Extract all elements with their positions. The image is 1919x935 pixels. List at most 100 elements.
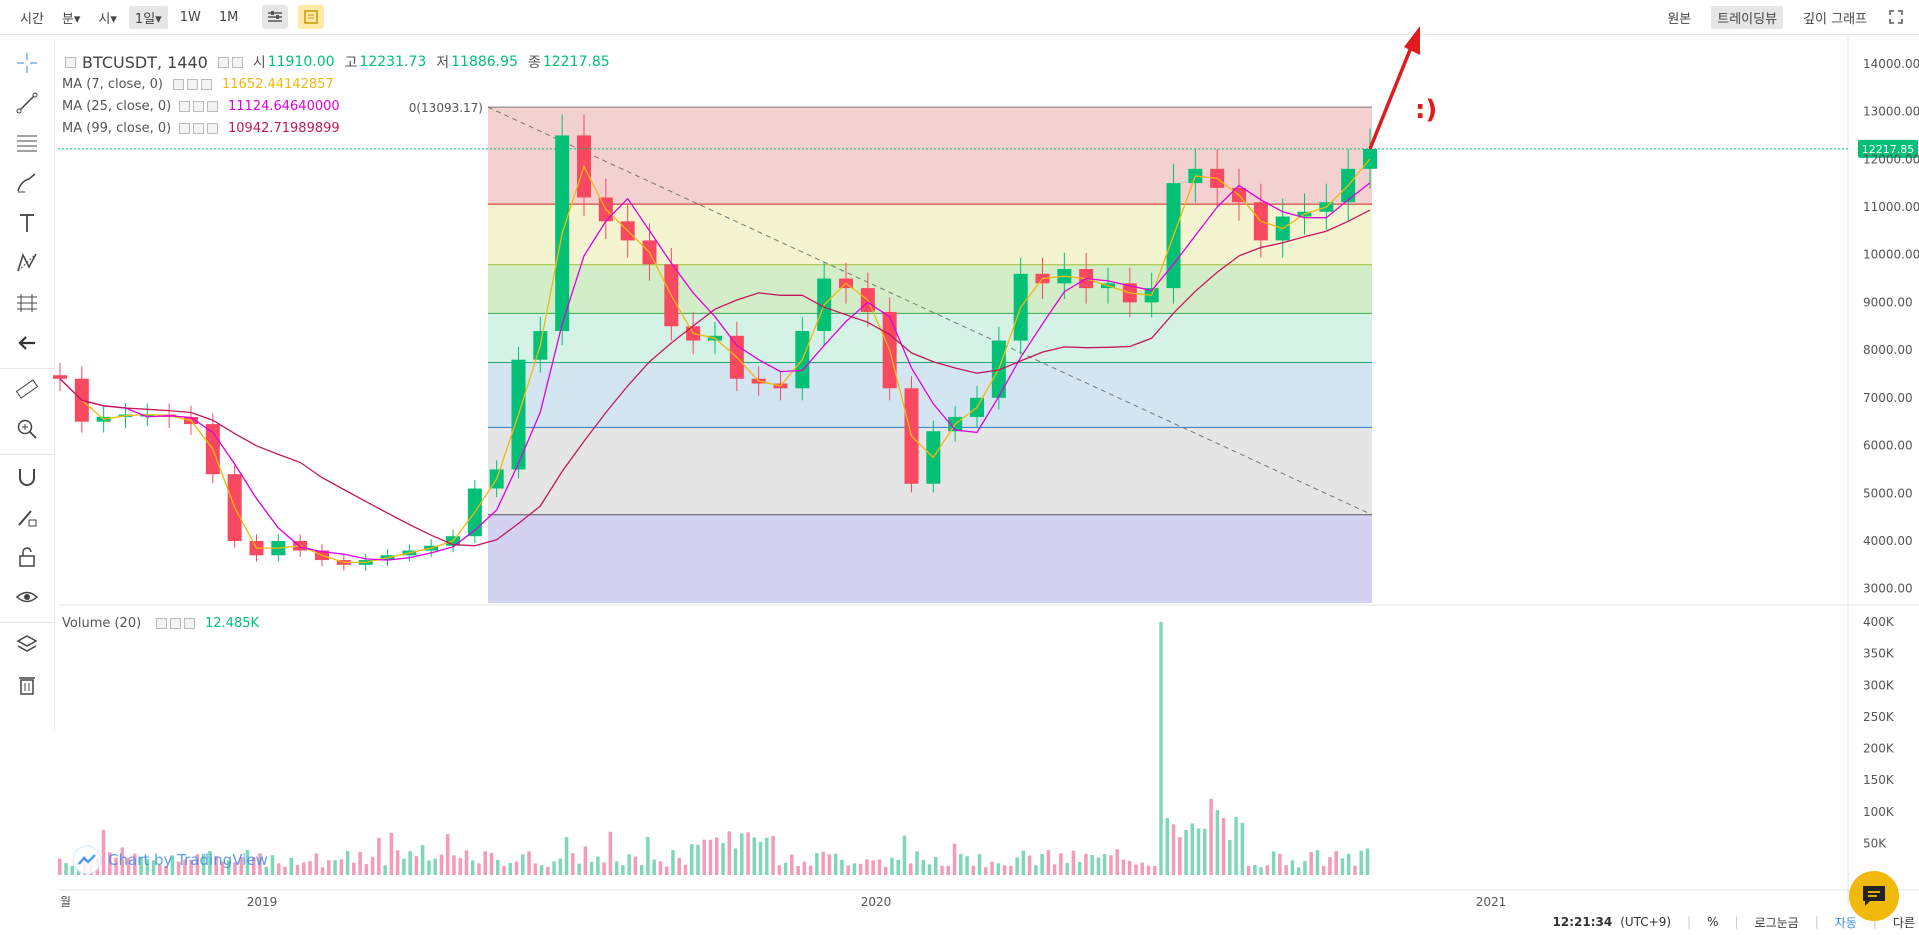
volume-bar [289,857,294,875]
volume-bar [201,853,206,875]
ma99-value: 10942.71989899 [228,121,340,136]
ruler-icon[interactable] [12,374,42,404]
volume-bar [614,861,619,875]
ma7-remove-icon[interactable] [201,79,212,90]
volume-bar [702,839,706,875]
lock-drawing-icon[interactable] [12,502,42,532]
view-depth[interactable]: 깊이 그래프 [1803,11,1867,27]
volume-bar [101,829,106,875]
time-tick: 월 [60,895,71,909]
ma99-visibility-icon[interactable] [179,123,190,134]
trash-icon[interactable] [12,670,42,700]
volume-bar [1102,854,1107,875]
volume-bar [145,859,150,875]
volume-bar [1253,865,1257,875]
magnet-icon[interactable] [12,462,42,492]
volume-bar [245,849,250,875]
volume-bar [58,858,62,875]
volume-bar [70,866,75,875]
fib-trend-line [487,106,1373,516]
ma25-line [59,182,1371,561]
volume-bar [996,863,1001,875]
volume-bar [1009,865,1013,875]
interval-1w[interactable]: 1W [179,9,201,25]
volume-legend: Volume (20) 12.485K [62,616,259,631]
interval-hour-dropdown[interactable]: 시▾ [98,11,117,27]
eye-icon[interactable] [12,582,42,612]
volume-bar [1278,853,1282,875]
interval-day-dropdown[interactable]: 1일▾ [128,5,168,29]
ma99-settings-icon[interactable] [193,123,204,134]
indicator-settings-icon[interactable] [262,5,289,29]
back-arrow-icon[interactable] [12,328,42,358]
brush-icon[interactable] [12,168,42,198]
symbol-name: BTCUSDT, 1440 [82,52,208,72]
price-tick: 7000.00 [1863,391,1913,405]
volume-bar [120,847,125,875]
prediction-icon[interactable] [12,288,42,318]
timezone[interactable]: (UTC+9) [1620,915,1672,929]
volume-tick: 350K [1863,647,1895,661]
ma25-remove-icon[interactable] [207,101,218,112]
log-scale-toggle[interactable]: 로그눈금 [1754,915,1799,930]
volume-bar [815,852,819,875]
view-original[interactable]: 원본 [1667,11,1692,27]
interval-minute-dropdown[interactable]: 분▾ [61,11,81,27]
volume-bar [1146,865,1151,875]
price-tick: 8000.00 [1863,343,1913,357]
interval-1m[interactable]: 1M [218,9,239,25]
volume-bar [1084,853,1088,875]
text-icon[interactable] [12,208,42,238]
fullscreen-icon[interactable] [1883,5,1909,29]
settings-icon[interactable] [231,56,243,68]
tradingview-watermark[interactable]: Chart by TradingView [72,845,268,875]
ma99-remove-icon[interactable] [207,123,218,134]
volume-bar [1271,851,1276,875]
layers-icon[interactable] [12,630,42,660]
ma7-visibility-icon[interactable] [173,79,184,90]
ma25-visibility-icon[interactable] [179,101,190,112]
volume-bar [927,864,932,875]
ma7-settings-icon[interactable] [187,79,198,90]
volume-bar [808,865,813,875]
ma25-settings-icon[interactable] [193,101,204,112]
fib-band [488,264,1372,314]
tool-divider [0,454,54,455]
ma25-legend: MA (25, close, 0) 11124.64640000 [62,99,340,114]
volume-bar [514,861,519,875]
volume-bar [727,831,732,875]
notes-icon[interactable] [298,5,325,29]
volume-bar [308,861,312,875]
volume-bar [840,859,844,875]
chat-support-button[interactable] [1849,871,1899,921]
volume-bar [483,851,487,875]
volume-bar [427,860,431,875]
pattern-icon[interactable] [12,248,42,278]
trend-line-icon[interactable] [12,88,42,118]
volume-bar [890,857,894,875]
volume-bar [740,833,744,875]
crosshair-icon[interactable] [12,48,42,78]
volume-visibility-icon[interactable] [156,618,167,629]
volume-bar [533,863,538,875]
more-toggle[interactable]: 다른 [1892,915,1915,930]
volume-bar [1077,861,1082,875]
volume-bar [677,857,681,875]
collapse-legend-icon[interactable] [65,56,76,68]
unlock-icon[interactable] [12,542,42,572]
fib-retracement-icon[interactable] [12,128,42,158]
visibility-icon[interactable] [217,56,229,68]
ma99-legend: MA (99, close, 0) 10942.71989899 [62,121,340,136]
percent-toggle[interactable]: % [1707,915,1719,929]
volume-bar [977,854,982,875]
volume-settings-icon[interactable] [170,618,181,629]
close-label: 종 [527,55,541,71]
auto-scale-toggle[interactable]: 자동 [1834,915,1857,930]
price-tick: 12000.00 [1863,152,1919,166]
zoom-icon[interactable] [12,414,42,444]
volume-value: 12.485K [205,616,260,631]
view-tradingview[interactable]: 트레이딩뷰 [1711,5,1784,29]
volume-remove-icon[interactable] [184,618,195,629]
fib-band [488,514,1372,603]
